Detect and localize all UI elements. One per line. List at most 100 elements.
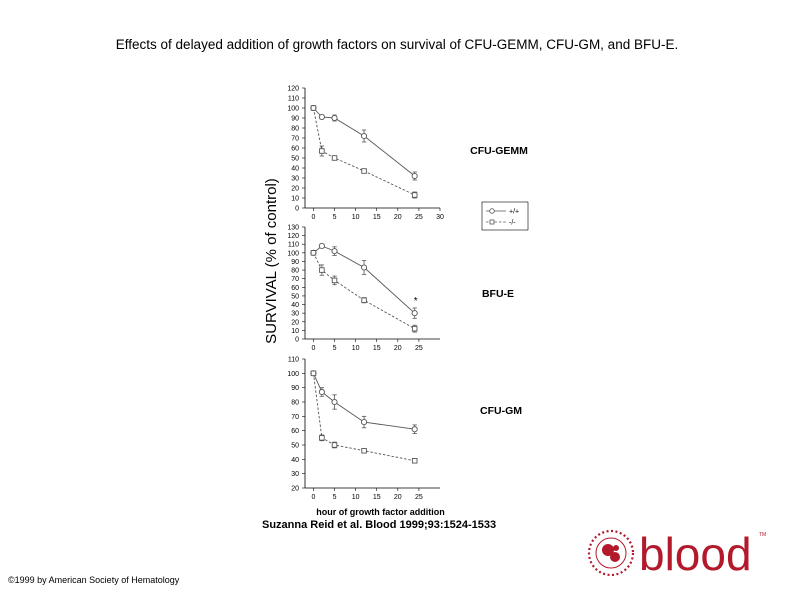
panel-title: BFU-E	[482, 288, 514, 300]
y-tick-label: 60	[291, 146, 299, 153]
survival-figure: SURVIVAL (% of control) 0102030405060708…	[263, 86, 529, 518]
data-point	[411, 426, 418, 433]
x-tick-label: 15	[373, 214, 381, 221]
data-point	[318, 242, 325, 250]
x-tick-label: 20	[394, 214, 402, 221]
y-tick-label: 90	[291, 259, 299, 266]
panel-title: CFU-GEMM	[470, 145, 528, 157]
data-point	[411, 310, 418, 317]
y-tick-label: 80	[291, 126, 299, 133]
y-tick-label: 110	[288, 242, 299, 249]
x-tick-label: 0	[311, 345, 315, 352]
y-tick-label: 90	[291, 385, 299, 392]
y-tick-label: 50	[291, 156, 299, 163]
y-tick-label: 40	[291, 457, 299, 464]
slide-title: Effects of delayed addition of growth fa…	[115, 37, 679, 52]
data-point	[361, 132, 368, 140]
y-tick-label: 10	[291, 328, 299, 335]
data-point	[361, 419, 368, 426]
data-point	[411, 325, 418, 332]
data-point	[361, 297, 367, 303]
y-tick-label: 40	[291, 302, 299, 309]
x-tick-label: 5	[333, 345, 337, 352]
series-knockout	[310, 105, 418, 199]
x-tick-label: 25	[415, 214, 423, 221]
y-tick-label: 120	[287, 233, 299, 240]
y-tick-label: 100	[287, 250, 299, 257]
data-point	[319, 267, 325, 273]
data-point	[331, 155, 338, 161]
x-axis-label: hour of growth factor addition	[316, 507, 444, 517]
y-tick-label: 60	[291, 285, 299, 292]
y-tick-label: 100	[287, 106, 299, 113]
data-point	[310, 250, 317, 256]
data-point	[331, 114, 338, 122]
series-wild-type	[310, 242, 418, 319]
y-tick-label: 70	[291, 276, 299, 283]
y-tick-label: 110	[288, 357, 299, 364]
y-tick-label: 0	[295, 337, 299, 344]
panel-cfu-gm: 20 30 40 50 60 70 80 90 100 110 0 5 10 15 20 25 CFU-GM ho…	[287, 357, 522, 518]
legend-marker	[489, 208, 495, 214]
series-knockout	[310, 250, 418, 333]
y-tick-label: 40	[291, 166, 299, 173]
y-tick-label: 30	[291, 311, 299, 318]
y-tick-label: 50	[291, 293, 299, 300]
x-tick-label: 15	[373, 345, 381, 352]
y-tick-label: 20	[291, 319, 299, 326]
x-tick-label: 10	[352, 214, 360, 221]
x-tick-label: 25	[415, 345, 423, 352]
data-point	[310, 370, 317, 377]
x-tick-label: 15	[373, 494, 381, 501]
legend-label: +/+	[509, 209, 519, 216]
legend-label: -/-	[509, 220, 516, 227]
shared-y-axis-label: SURVIVAL (% of control)	[263, 178, 280, 344]
data-point	[411, 172, 418, 180]
significance-annotation: *	[414, 296, 418, 307]
x-tick-label: 0	[311, 494, 315, 501]
y-tick-label: 0	[295, 206, 299, 213]
x-tick-label: 30	[436, 214, 444, 221]
data-point	[411, 458, 418, 464]
data-point	[318, 388, 325, 396]
data-point	[361, 264, 368, 271]
logo-wordmark: blood	[639, 528, 752, 580]
data-point	[331, 248, 338, 255]
data-point	[319, 435, 325, 441]
y-tick-label: 70	[291, 414, 299, 421]
x-tick-label: 10	[352, 345, 360, 352]
copyright: ©1999 by American Society of Hematology	[8, 575, 180, 585]
x-tick-label: 5	[333, 214, 337, 221]
data-point	[310, 105, 317, 111]
data-point	[319, 148, 325, 154]
legend: +/+ -/-	[481, 201, 529, 231]
data-point	[331, 277, 338, 284]
data-point	[318, 113, 325, 121]
y-tick-label: 130	[287, 225, 299, 232]
data-point	[411, 192, 418, 198]
y-tick-label: 20	[291, 186, 299, 193]
ash-seal-icon	[587, 529, 635, 577]
y-tick-label: 100	[287, 371, 299, 378]
logo-trademark: TM	[759, 532, 766, 538]
y-tick-label: 10	[291, 196, 299, 203]
panel-title: CFU-GM	[480, 405, 522, 417]
y-tick-label: 50	[291, 443, 299, 450]
data-point	[361, 168, 367, 174]
series-wild-type	[310, 370, 418, 434]
panel-cfu-gemm: 0 10 20 30 40 50 60 70 80 90 100 110 120 0 5 10 15 20 25 30…	[287, 86, 529, 231]
y-tick-label: 120	[287, 86, 299, 93]
x-tick-label: 20	[394, 494, 402, 501]
blood-journal-logo: blood TM	[583, 522, 773, 584]
x-tick-label: 20	[394, 345, 402, 352]
y-tick-label: 90	[291, 116, 299, 123]
y-tick-label: 20	[291, 486, 299, 493]
legend-box	[481, 201, 529, 231]
x-tick-label: 25	[415, 494, 423, 501]
data-point	[331, 398, 338, 406]
y-tick-label: 60	[291, 428, 299, 435]
y-tick-label: 80	[291, 400, 299, 407]
y-tick-label: 70	[291, 136, 299, 143]
